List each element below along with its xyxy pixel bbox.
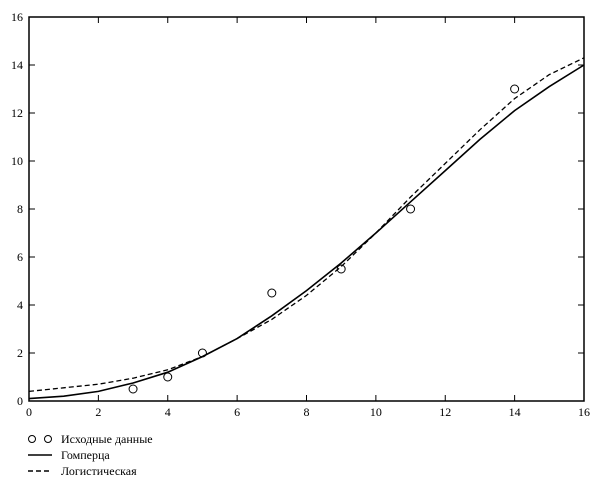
legend-marker: [44, 435, 52, 443]
data-point: [267, 288, 277, 298]
y-tick-label: 6: [17, 250, 23, 264]
data-point: [510, 84, 520, 94]
legend-label: Логистическая: [61, 464, 137, 478]
x-tick-label: 8: [304, 405, 310, 419]
x-tick-label: 6: [234, 405, 240, 419]
x-tick-label: 12: [439, 405, 451, 419]
y-tick-label: 0: [17, 394, 23, 408]
x-tick-label: 0: [26, 405, 32, 419]
y-tick-label: 8: [17, 202, 23, 216]
data-point: [406, 204, 416, 214]
data-point: [128, 384, 138, 394]
x-tick-label: 2: [95, 405, 101, 419]
plot-frame: [28, 16, 585, 402]
y-tick-label: 12: [11, 106, 23, 120]
y-tick-label: 2: [17, 346, 23, 360]
legend-label: Гомперца: [61, 448, 110, 462]
x-tick-label: 16: [578, 405, 590, 419]
y-tick-label: 10: [11, 154, 23, 168]
data-point: [336, 264, 346, 274]
y-tick-label: 4: [17, 298, 23, 312]
series-line-2: [28, 57, 585, 393]
y-tick-label: 16: [11, 10, 23, 24]
y-tick-label: 14: [11, 58, 23, 72]
data-point: [163, 372, 173, 382]
x-tick-label: 14: [509, 405, 521, 419]
x-tick-label: 4: [165, 405, 171, 419]
x-tick-label: 10: [370, 405, 382, 419]
legend-label: Исходные данные: [61, 432, 153, 446]
series-line-1: [28, 64, 585, 400]
legend-marker: [28, 435, 36, 443]
